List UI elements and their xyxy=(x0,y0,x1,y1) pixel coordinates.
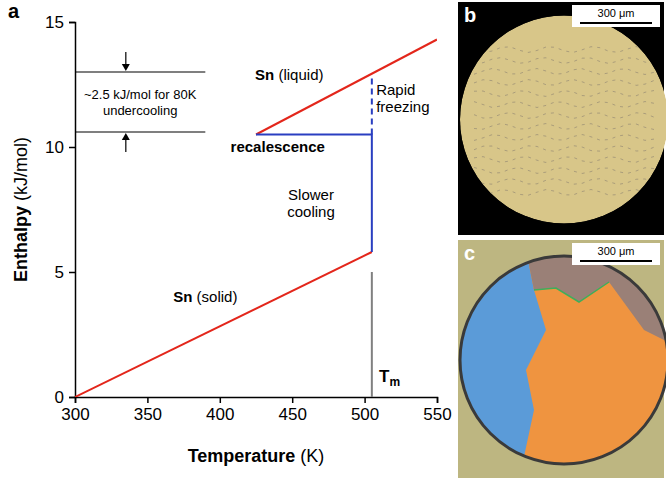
series-line xyxy=(75,252,372,397)
tick-mark xyxy=(69,272,75,274)
tick-mark xyxy=(69,22,75,24)
bracket-line xyxy=(75,131,205,132)
texture xyxy=(474,124,654,130)
sample xyxy=(460,16,666,224)
scale-bar xyxy=(580,260,652,262)
texture xyxy=(474,190,654,196)
tick-mark xyxy=(220,397,222,403)
tick: 350 xyxy=(134,397,162,424)
tick: 550 xyxy=(423,397,451,424)
tick-label: 300 xyxy=(61,405,89,424)
texture xyxy=(474,168,654,174)
grain-boundary xyxy=(534,282,609,302)
micrograph: 300 μm c xyxy=(444,240,666,480)
annotation: Tm xyxy=(379,367,400,389)
tick-label: 10 xyxy=(45,138,64,157)
bracket: ~2.5 kJ/mol for 80Kundercooling xyxy=(75,52,205,152)
sample-rim xyxy=(460,256,666,464)
micrograph: 300 μm b xyxy=(458,2,666,235)
bracket-label: ~2.5 kJ/mol for 80Kundercooling xyxy=(84,87,197,118)
scale-bar-label: 300 μm xyxy=(598,7,635,19)
texture xyxy=(474,179,654,185)
tick-mark xyxy=(147,397,149,403)
annotation: Slowercooling xyxy=(287,186,335,220)
tick-mark xyxy=(364,397,366,403)
tick-label: 550 xyxy=(423,405,451,424)
tick-label: 400 xyxy=(206,405,234,424)
tick-mark xyxy=(437,397,439,403)
annotation: Rapidfreezing xyxy=(376,81,429,115)
texture xyxy=(474,113,654,119)
tick: 450 xyxy=(279,397,307,424)
panel-label: b xyxy=(464,4,476,26)
tick-label: 0 xyxy=(55,388,64,407)
texture xyxy=(474,135,654,141)
axis-line xyxy=(69,23,76,398)
series-line xyxy=(256,40,437,135)
tick-mark xyxy=(69,397,75,399)
scale-bar-box xyxy=(572,5,660,27)
series-line xyxy=(371,75,373,135)
scale-bar xyxy=(580,22,652,24)
tick: 0 xyxy=(55,388,75,407)
bracket-arrow xyxy=(125,52,126,66)
tick-label: 15 xyxy=(45,13,64,32)
panel-label: a xyxy=(8,0,20,22)
sample xyxy=(444,240,666,480)
texture xyxy=(474,157,654,163)
tick-mark xyxy=(69,147,75,149)
tick: 300 xyxy=(61,397,89,424)
texture xyxy=(474,102,654,108)
y-axis: 0 5 10 15 xyxy=(45,13,75,407)
texture xyxy=(474,80,654,86)
plot-area xyxy=(75,40,437,398)
texture xyxy=(474,69,654,75)
sample-disc xyxy=(460,16,666,224)
scale-bar-box xyxy=(572,243,660,265)
tick-label: 450 xyxy=(279,405,307,424)
annotation: Sn (liquid) xyxy=(255,66,323,83)
texture xyxy=(474,146,654,152)
bracket-arrow-head xyxy=(122,133,130,140)
tick-label: 5 xyxy=(55,263,64,282)
tick-mark xyxy=(292,397,294,403)
texture xyxy=(474,58,654,64)
tick-label: 350 xyxy=(134,405,162,424)
figure: 300 350 400 450 500 550 0 5 10 15 Temperature (K) E… xyxy=(0,0,666,480)
annotation: Sn (solid) xyxy=(173,288,237,305)
tick-label: 500 xyxy=(351,405,379,424)
texture xyxy=(474,47,654,53)
axis-line xyxy=(76,398,438,404)
y-axis-title: Enthalpy (kJ/mol) xyxy=(11,137,31,282)
bracket-line xyxy=(75,71,205,72)
tick: 10 xyxy=(45,138,75,157)
annotations: Sn (liquid) Rapidfreezing recalescence Slow… xyxy=(173,66,429,390)
series-line xyxy=(371,272,373,397)
bracket-arrow-head xyxy=(122,64,130,71)
x-axis-title: Temperature (K) xyxy=(188,446,325,466)
scale-bar-label: 300 μm xyxy=(598,245,635,257)
annotation: recalescence xyxy=(231,138,325,155)
tick: 400 xyxy=(206,397,234,424)
panel-label: c xyxy=(464,242,475,264)
tick: 5 xyxy=(55,263,75,282)
tick: 15 xyxy=(45,13,75,32)
bracket-arrow xyxy=(125,138,126,152)
texture xyxy=(474,91,654,97)
tick: 500 xyxy=(351,397,379,424)
x-axis: 300 350 400 450 500 550 xyxy=(61,397,451,424)
